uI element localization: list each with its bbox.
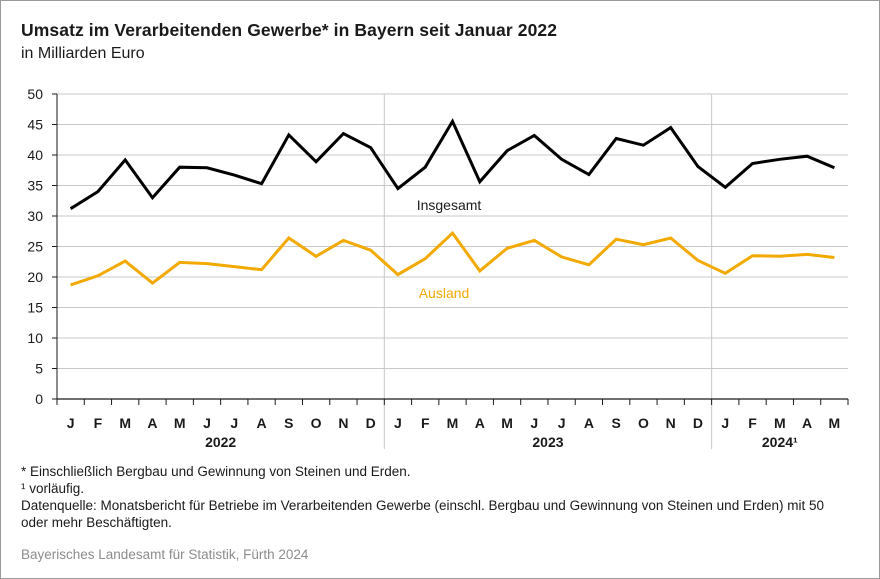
gridlines [57,93,848,369]
x-tick-label: J [203,415,211,431]
x-tick-label: A [802,415,812,431]
chart-title: Umsatz im Verarbeitenden Gewerbe* in Bay… [21,20,558,40]
year-separators [383,94,713,449]
x-tick-label: A [147,415,157,431]
credit-line: Bayerisches Landesamt für Statistik, Für… [21,547,309,562]
x-tick-label: J [530,415,538,431]
x-tick-label: F [94,415,103,431]
series-line-insgesamt [69,118,835,210]
y-tick-label: 20 [27,269,43,285]
footnote-preliminary: ¹ vorläufig. [21,481,85,496]
x-tick-label: S [611,415,620,431]
x-tick-label: M [447,415,459,431]
x-tick-label: J [558,415,566,431]
x-tick-label: M [829,415,841,431]
y-tick-label: 10 [27,330,43,346]
series-lines [69,118,835,287]
x-tick-label: M [774,415,786,431]
series-line-ausland [70,230,835,287]
x-tick-label: O [311,415,322,431]
x-tick-label: F [421,415,430,431]
x-tick-label: N [338,415,348,431]
x-tick-label: D [693,415,703,431]
x-tick-label: A [257,415,267,431]
x-tick-label: N [666,415,676,431]
x-tick-label: J [230,415,238,431]
x-tick-label: A [475,415,485,431]
x-tick-label: J [721,415,729,431]
year-label: 2023 [532,434,563,450]
x-tick-label: M [174,415,186,431]
x-tick-label: F [748,415,757,431]
y-tick-label: 5 [35,361,43,377]
y-tick-label: 35 [27,178,43,194]
x-tick-label: A [584,415,594,431]
series-label-ausland: Ausland [419,285,470,301]
y-tick-label: 0 [35,391,43,407]
chart-subtitle: in Milliarden Euro [21,45,145,62]
y-tick-label: 40 [27,147,43,163]
x-tick-label: M [119,415,131,431]
x-tick-label: M [501,415,513,431]
series-labels: Insgesamt Ausland [417,197,482,301]
year-label: 2024¹ [762,434,798,450]
footnote-data-source: Datenquelle: Monatsbericht für Betriebe … [21,498,824,530]
y-tick-label: 25 [27,239,43,255]
year-labels: 2022 2023 2024¹ [205,434,798,450]
x-tick-label: S [284,415,293,431]
x-tick-label: J [67,415,75,431]
y-tick-label: 30 [27,208,43,224]
x-tick-label: O [638,415,649,431]
axes [52,93,849,405]
footnote-star: * Einschließlich Bergbau und Gewinnung v… [21,464,411,479]
year-label: 2022 [205,434,236,450]
x-tick-label: J [394,415,402,431]
y-tick-label: 15 [27,300,43,316]
series-label-insgesamt: Insgesamt [417,197,482,213]
y-tick-label: 50 [27,86,43,102]
y-tick-labels: 0 5 10 15 20 25 30 35 40 45 50 [27,86,43,407]
y-tick-label: 45 [27,117,43,133]
x-tick-label: D [366,415,376,431]
